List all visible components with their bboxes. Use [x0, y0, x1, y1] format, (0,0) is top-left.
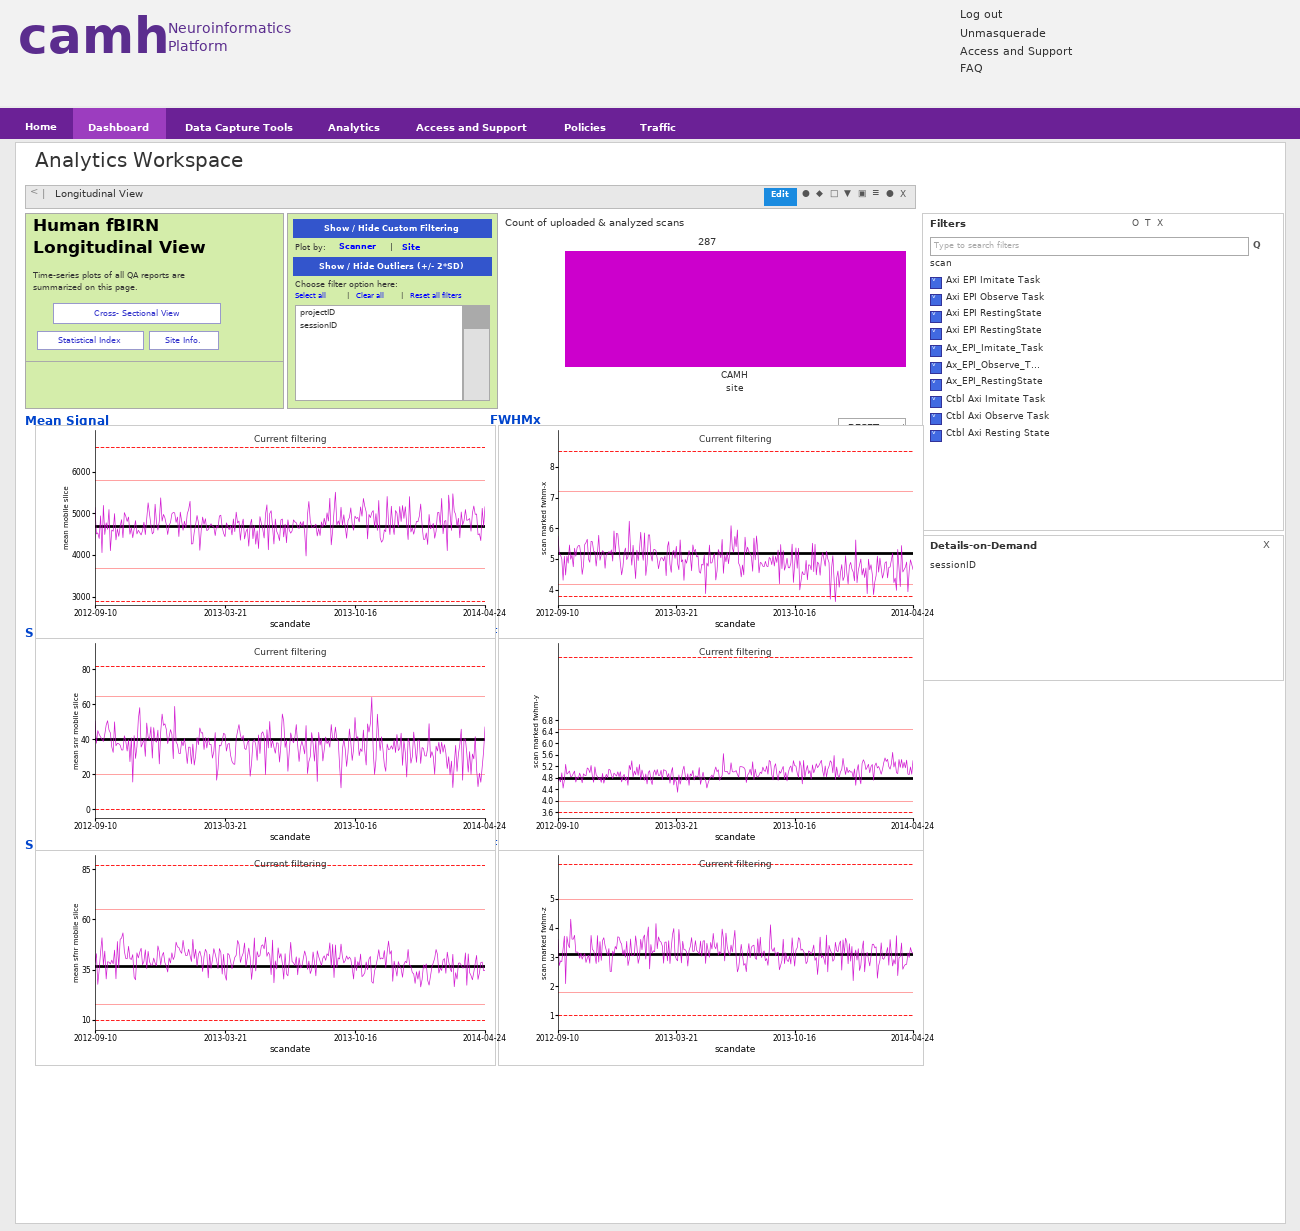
Y-axis label: scan marked fwhm-x: scan marked fwhm-x	[542, 481, 547, 554]
Y-axis label: mean snr mobile slice: mean snr mobile slice	[74, 692, 79, 769]
Text: Current filtering: Current filtering	[254, 649, 326, 657]
Text: Current filtering: Current filtering	[254, 436, 326, 444]
Y-axis label: scan marked fwhm-y: scan marked fwhm-y	[534, 694, 541, 767]
X-axis label: scandate: scandate	[269, 1045, 311, 1054]
Y-axis label: mean sfnr mobile slice: mean sfnr mobile slice	[74, 902, 79, 982]
X-axis label: scandate: scandate	[715, 1045, 757, 1054]
Text: Current filtering: Current filtering	[699, 436, 772, 444]
Text: Current filtering: Current filtering	[699, 860, 772, 869]
X-axis label: scandate: scandate	[715, 619, 757, 629]
X-axis label: scandate: scandate	[715, 832, 757, 842]
X-axis label: scandate: scandate	[269, 832, 311, 842]
Text: Current filtering: Current filtering	[254, 860, 326, 869]
Y-axis label: scan marked fwhm-z: scan marked fwhm-z	[542, 906, 547, 979]
Y-axis label: mean mobile slice: mean mobile slice	[64, 486, 70, 549]
X-axis label: scandate: scandate	[269, 619, 311, 629]
Text: Current filtering: Current filtering	[699, 649, 772, 657]
